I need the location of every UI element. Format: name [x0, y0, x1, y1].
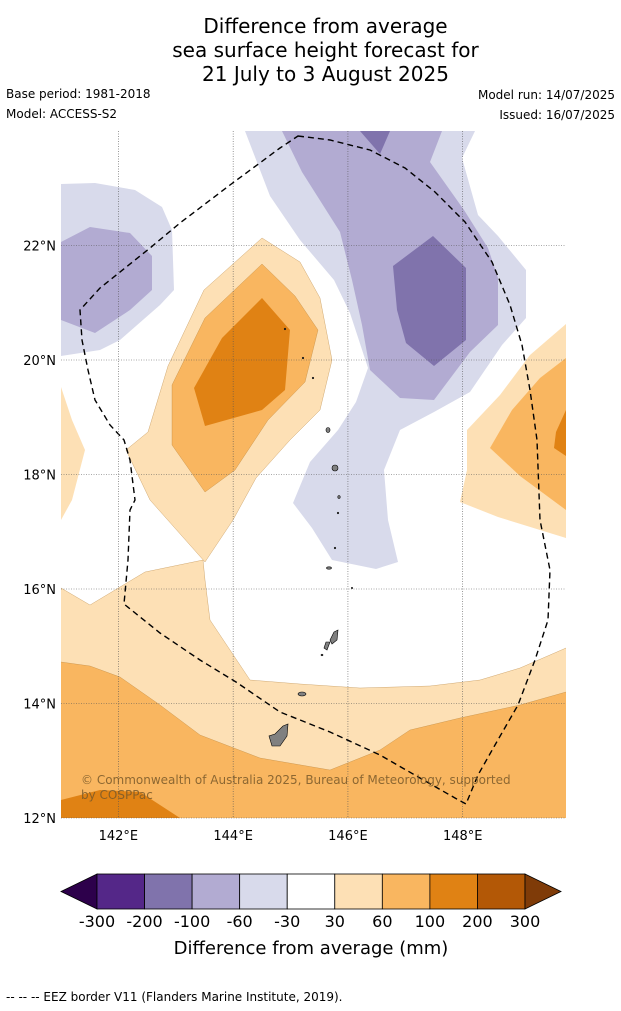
island [326, 566, 332, 570]
island [337, 495, 341, 499]
contour-neg-100-200-center [393, 236, 466, 366]
title-line-3: 21 July to 3 August 2025 [202, 62, 449, 86]
lon-tick-label: 142°E [99, 829, 139, 844]
colorbar-tick: -100 [174, 912, 210, 931]
contour-pos-30-60-west [61, 387, 85, 520]
contour-pos-100-200-southwest [61, 790, 180, 818]
anomaly-contours [61, 131, 566, 818]
colorbar-swatch [477, 873, 526, 910]
island-guam [268, 723, 289, 747]
contour-pos-100-200-center [194, 298, 290, 426]
colorbar-tick: 300 [510, 912, 541, 931]
colorbar-tick: 100 [415, 912, 446, 931]
contour-pos-60-100-south [61, 662, 566, 818]
eez-footnote: -- -- -- EEZ border V11 (Flanders Marine… [6, 990, 343, 1004]
map-gridlines [61, 131, 566, 819]
colorbar-swatch [429, 873, 478, 910]
island [297, 691, 307, 697]
colorbar-swatch [286, 873, 336, 910]
contour-pos-100-200-east [554, 410, 566, 456]
copyright-text-line-2: by COSPPac [81, 788, 153, 802]
latitude-labels: 22°N 20°N 18°N 16°N 14°N 12°N [23, 240, 56, 828]
colorbar-tick-labels: -300 -200 -100 -60 -30 30 60 100 200 300 [79, 912, 540, 931]
lon-tick-label: 148°E [443, 829, 483, 844]
colorbar-tick: 200 [462, 912, 493, 931]
island [333, 546, 337, 550]
colorbar-swatch [381, 873, 431, 910]
island-tinian [323, 641, 331, 651]
colorbar [60, 873, 562, 910]
island [283, 327, 287, 331]
eez-border [79, 135, 551, 805]
lat-tick-label: 18°N [23, 469, 56, 484]
lat-tick-label: 16°N [23, 583, 56, 598]
colorbar-extend-high [524, 873, 562, 910]
colorbar-tick: 60 [372, 912, 392, 931]
base-period-label: Base period: 1981-2018 [6, 87, 151, 101]
model-run-label: Model run: 14/07/2025 [477, 88, 615, 102]
colorbar-label: Difference from average (mm) [174, 938, 449, 959]
colorbar-tick: -200 [126, 912, 162, 931]
colorbar-tick: -300 [79, 912, 115, 931]
colorbar-tick: -60 [227, 912, 253, 931]
chart-title: Difference from average sea surface heig… [0, 14, 621, 86]
colorbar-swatch [334, 873, 383, 910]
lat-tick-label: 22°N [23, 240, 56, 255]
island-saipan [329, 629, 339, 645]
lat-tick-label: 12°N [23, 812, 56, 827]
island [320, 653, 324, 657]
lon-tick-label: 144°E [213, 829, 253, 844]
island [301, 356, 305, 360]
colorbar-swatch [96, 873, 145, 910]
colorbar-tick: 30 [325, 912, 345, 931]
colorbar-swatch [239, 873, 288, 910]
colorbar-tick: -30 [274, 912, 300, 931]
island [336, 511, 340, 515]
contour-neg-100-200-north [360, 131, 390, 154]
island [331, 464, 339, 472]
lat-tick-label: 14°N [23, 698, 56, 713]
title-line-2: sea surface height forecast for [172, 38, 479, 62]
copyright-text-line-1: © Commonwealth of Australia 2025, Bureau… [81, 773, 511, 787]
island [325, 427, 331, 433]
longitude-labels: 142°E 144°E 146°E 148°E [99, 829, 483, 844]
lon-tick-label: 146°E [328, 829, 368, 844]
island [311, 376, 315, 380]
land-islands [268, 327, 353, 747]
colorbar-swatch [191, 873, 241, 910]
lat-tick-label: 20°N [23, 354, 56, 369]
issued-label: Issued: 16/07/2025 [499, 108, 615, 122]
contour-pos-60-100-east [490, 358, 566, 510]
colorbar-extend-low [60, 873, 98, 910]
model-label: Model: ACCESS-S2 [6, 107, 118, 121]
island [350, 586, 353, 589]
title-line-1: Difference from average [203, 14, 448, 38]
colorbar-swatch [144, 873, 193, 910]
